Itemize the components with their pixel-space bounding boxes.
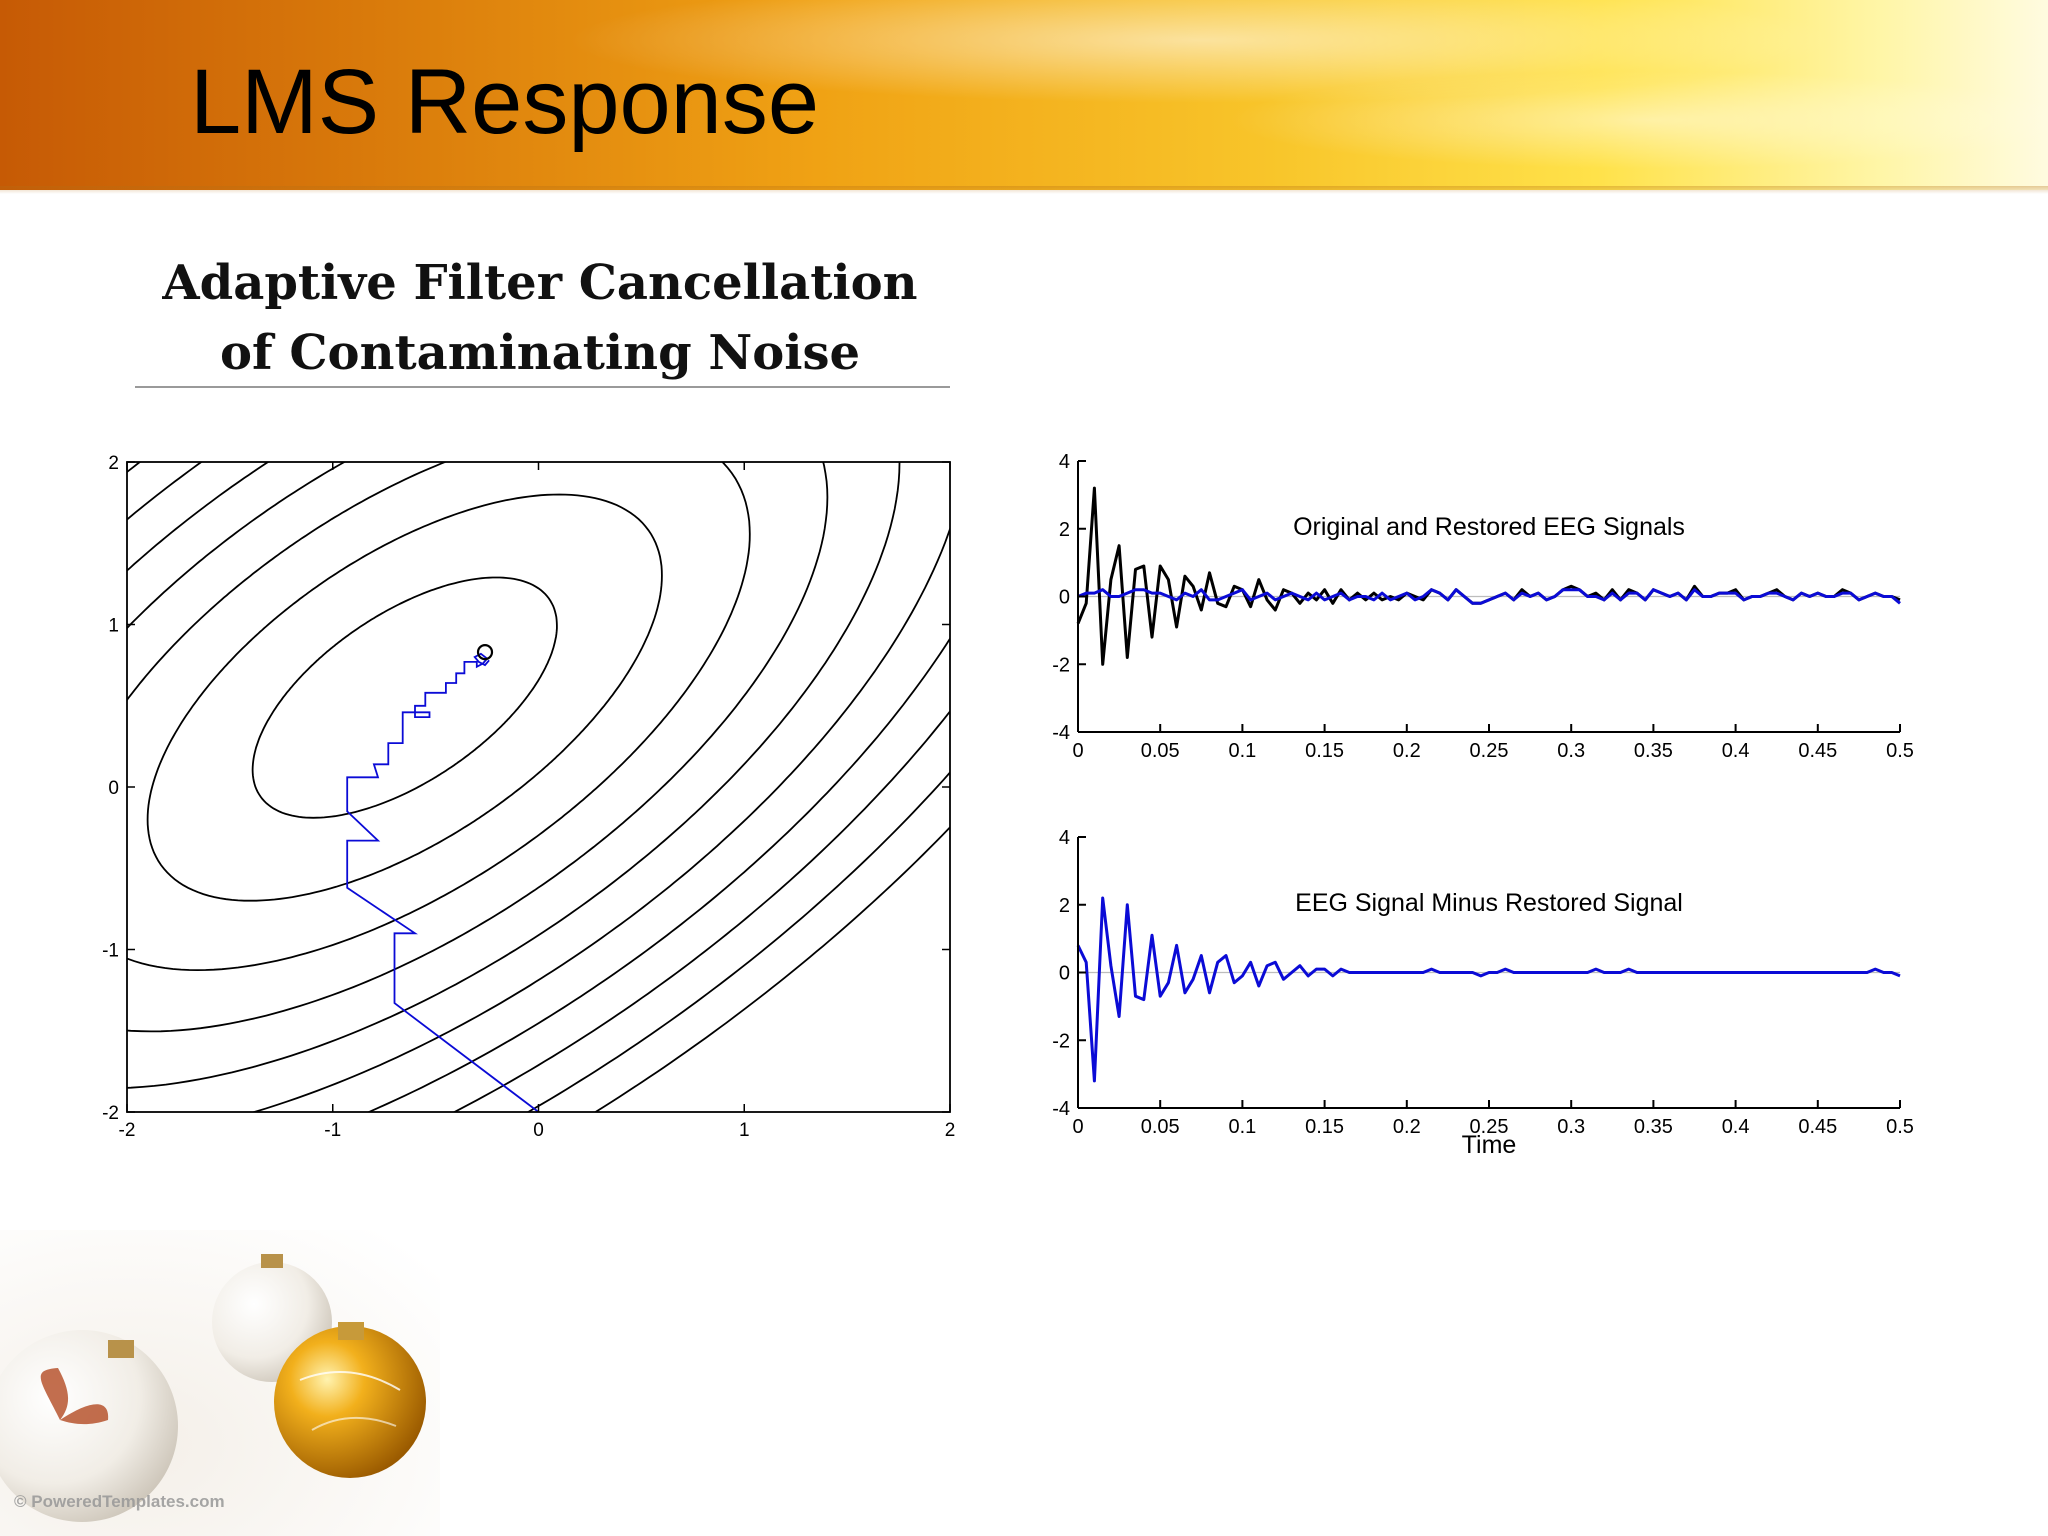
difference-xtick-label: 0.5 [1886,1116,1914,1138]
contour-level-7 [127,462,950,1112]
restored-xtick-label: 0.5 [1886,740,1914,762]
contour-xtick-label: -2 [119,1120,136,1141]
contour-ytick-label: 1 [108,616,119,637]
slide-title: LMS Response [190,51,819,153]
difference-ytick-label: 0 [1059,963,1070,985]
difference-xtick-label: 0.05 [1141,1116,1180,1138]
contour-plot: -2 -1 0 1 2 -2 -1 0 1 2 [102,453,956,1141]
restored-plot: 0 0.05 0.1 0.15 0.2 0.25 0.3 0.35 0.4 0.45 0.5 -4 -2… [1052,451,1914,762]
restored-ytick-label: 0 [1059,587,1070,609]
footer-credit: © PoweredTemplates.com [14,1492,225,1511]
contour-lines [127,462,950,1112]
contour-level-3 [127,462,751,972]
contour-level-6 [127,462,950,1112]
restored-title: Original and Restored EEG Signals [1293,513,1685,541]
restored-xtick-label: 0.15 [1305,740,1344,762]
difference-xtick-label: 0 [1072,1116,1083,1138]
ornaments-decoration [0,1230,440,1536]
restored-ytick-label: -4 [1052,722,1070,744]
contour-level-8 [452,709,950,1112]
difference-xtick-label: 0.1 [1228,1116,1256,1138]
difference-xtick-label: 0.2 [1393,1116,1421,1138]
restored-xtick-label: 0.2 [1393,740,1421,762]
banner-shadow [0,186,2048,194]
difference-xtick-label: 0.4 [1722,1116,1750,1138]
restored-series-blue [1077,588,1901,605]
contour-level-10 [593,826,950,1112]
difference-series-blue [1076,896,1901,1083]
restored-xtick-label: 0.35 [1634,740,1673,762]
contour-level-4 [127,462,829,1033]
contour-xtick-label: 1 [739,1120,750,1141]
contour-xtick-label: -1 [324,1120,341,1141]
restored-xtick-label: 0 [1072,740,1083,762]
contour-axes-frame [126,461,951,1113]
difference-ytick-label: -2 [1052,1030,1070,1052]
figure-heading-rule [135,386,950,388]
restored-ytick-label: 4 [1059,451,1070,473]
contour-level-2 [146,493,663,902]
restored-xtick-label: 0.3 [1557,740,1585,762]
contour-ytick-label: -1 [102,941,119,962]
difference-xtick-label: 0.3 [1557,1116,1585,1138]
difference-plot: 0 0.05 0.1 0.15 0.2 0.25 0.3 0.35 0.4 0.45 0.5 -4 -2… [1052,827,1914,1159]
restored-xtick-label: 0.45 [1798,740,1837,762]
difference-xtick-label: 0.25 [1470,1116,1509,1138]
difference-xtick-label: 0.35 [1634,1116,1673,1138]
contour-ytick-label: -2 [102,1103,119,1124]
difference-ytick-label: 4 [1059,827,1070,849]
restored-ytick-label: -2 [1052,654,1070,676]
lms-weight-path [346,652,540,1112]
restored-xtick-label: 0.4 [1722,740,1750,762]
contour-level-5 [127,462,901,1089]
title-banner [0,0,2048,190]
figure-heading: Adaptive Filter Cancellation of Contamin… [162,255,918,381]
restored-xtick-label: 0.25 [1470,740,1509,762]
difference-xtick-label: 0.45 [1798,1116,1837,1138]
difference-xtick-label: 0.15 [1305,1116,1344,1138]
restored-xtick-label: 0.1 [1228,740,1256,762]
difference-title: EEG Signal Minus Restored Signal [1295,889,1683,917]
difference-ytick-label: -4 [1052,1098,1070,1120]
restored-xtick-label: 0.05 [1141,740,1180,762]
contour-level-9 [526,771,950,1112]
contour-xtick-label: 0 [533,1120,544,1141]
restored-ytick-label: 2 [1059,519,1070,541]
contour-ytick-label: 0 [108,778,119,799]
contour-level-1 [251,576,558,819]
difference-xlabel: Time [1462,1131,1517,1159]
difference-ytick-label: 2 [1059,895,1070,917]
optimum-marker [476,644,494,661]
contour-xtick-label: 2 [945,1120,956,1141]
contour-ytick-label: 2 [108,453,119,474]
